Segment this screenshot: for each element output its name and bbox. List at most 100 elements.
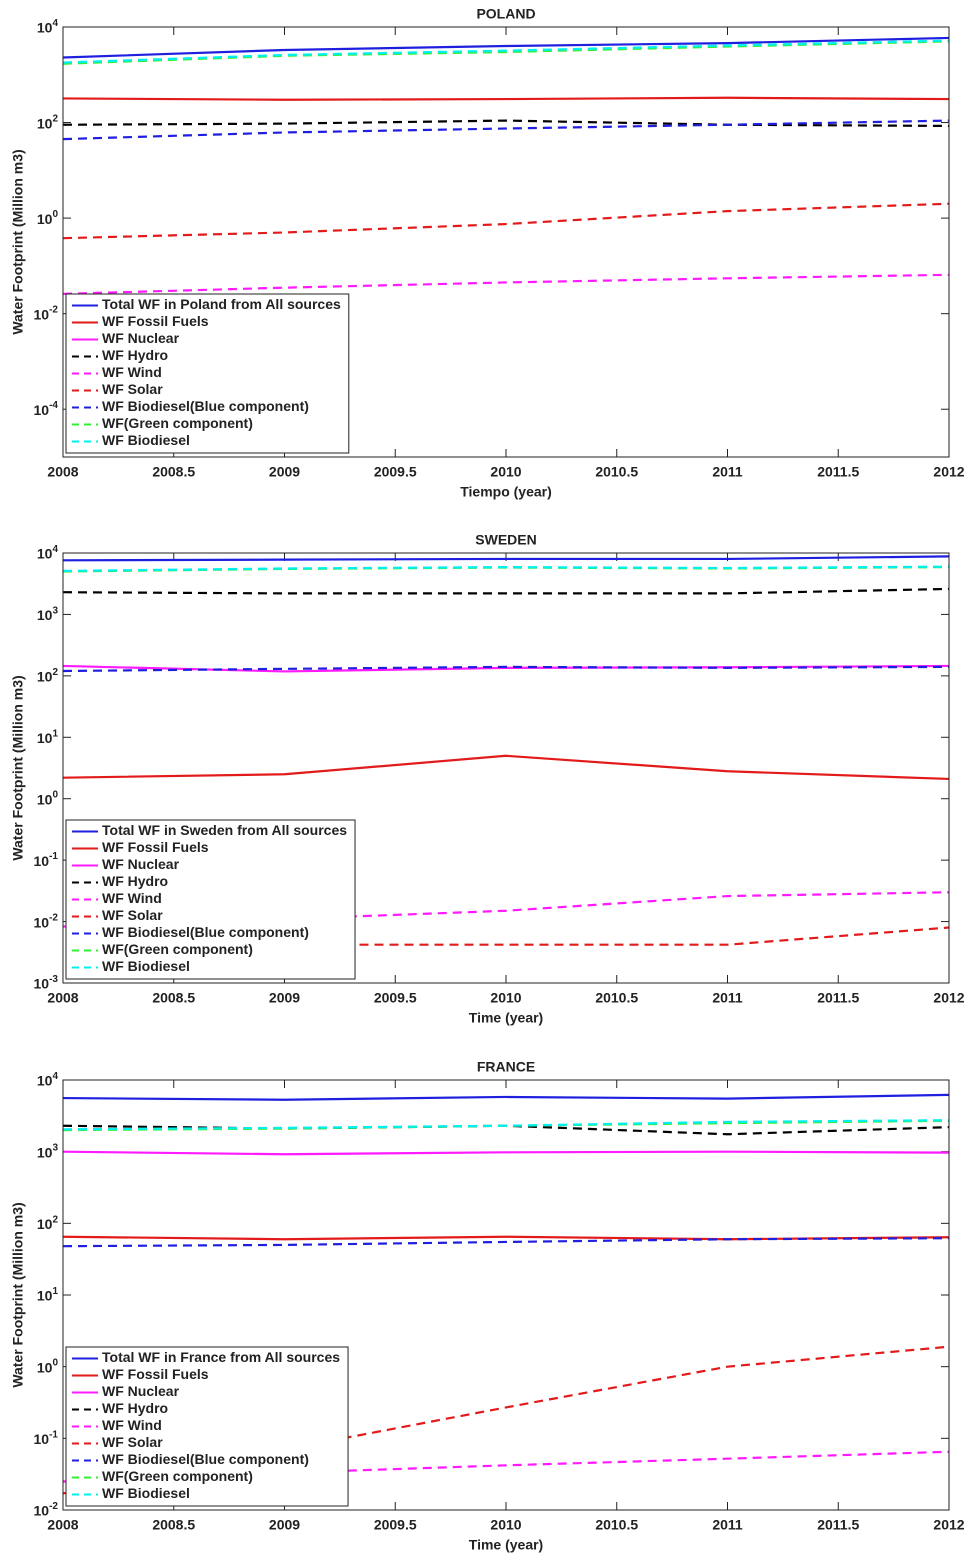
x-tick-label: 2010.5 <box>595 990 638 1006</box>
x-tick-label: 2008.5 <box>152 1517 195 1533</box>
legend-label: WF Biodiesel(Blue component) <box>102 1451 309 1467</box>
legend-label: Total WF in Sweden from All sources <box>102 822 347 838</box>
series-line <box>62 1150 950 1156</box>
legend-label: WF Nuclear <box>102 856 180 872</box>
legend-label: WF(Green component) <box>102 941 253 957</box>
series-line <box>62 1093 950 1101</box>
legend-label: WF Wind <box>102 890 162 906</box>
legend-label: WF(Green component) <box>102 415 253 431</box>
legend-label: Total WF in France from All sources <box>102 1349 340 1365</box>
x-tick-label: 2010 <box>490 464 521 480</box>
y-tick-label: 10-1 <box>34 1429 59 1447</box>
series-line <box>62 96 950 101</box>
series-line <box>62 119 950 128</box>
legend-label: WF(Green component) <box>102 1468 253 1484</box>
x-tick-label: 2008 <box>47 1517 78 1533</box>
y-tick-label: 104 <box>37 544 59 562</box>
series-line <box>62 1119 950 1131</box>
x-axis-label: Time (year) <box>469 1010 543 1026</box>
legend-label: WF Hydro <box>102 347 168 363</box>
y-tick-label: 104 <box>37 18 59 36</box>
y-tick-label: 10-2 <box>34 304 59 322</box>
x-tick-label: 2009.5 <box>374 464 417 480</box>
series-line <box>62 555 950 562</box>
y-tick-label: 102 <box>37 113 59 131</box>
y-tick-label: 102 <box>37 666 59 684</box>
y-axis-label: Water Footprint (Million m3) <box>10 675 26 860</box>
x-tick-label: 2011.5 <box>817 990 859 1006</box>
series-line <box>62 587 950 595</box>
legend-label: WF Fossil Fuels <box>102 313 209 329</box>
x-tick-label: 2009.5 <box>374 1517 417 1533</box>
x-tick-label: 2012 <box>933 990 964 1006</box>
series-line <box>62 891 950 928</box>
legend-label: WF Wind <box>102 364 162 380</box>
x-tick-label: 2009.5 <box>374 990 417 1006</box>
legend-label: WF Biodiesel(Blue component) <box>102 398 309 414</box>
x-tick-label: 2011 <box>712 464 743 480</box>
series-line <box>62 1450 950 1483</box>
series-line <box>284 926 950 946</box>
y-tick-label: 100 <box>37 209 59 227</box>
legend-label: WF Fossil Fuels <box>102 1366 209 1382</box>
x-tick-label: 2011 <box>712 1517 743 1533</box>
plot-frame <box>62 26 950 458</box>
chart-title: FRANCE <box>477 1059 535 1075</box>
legend-label: WF Solar <box>102 381 163 397</box>
series-line <box>62 665 950 673</box>
legend-label: WF Nuclear <box>102 330 180 346</box>
y-tick-label: 10-1 <box>34 851 59 869</box>
legend-label: Total WF in Poland from All sources <box>102 296 341 312</box>
legend-label: WF Hydro <box>102 1400 168 1416</box>
y-axis-label: Water Footprint (Million m3) <box>10 1202 26 1387</box>
legend-label: WF Wind <box>102 1417 162 1433</box>
legend-label: WF Biodiesel <box>102 958 190 974</box>
x-tick-label: 2008 <box>47 990 78 1006</box>
series-line <box>62 754 950 781</box>
x-tick-label: 2008.5 <box>152 990 195 1006</box>
y-tick-label: 103 <box>37 1142 59 1160</box>
x-tick-label: 2009 <box>269 464 300 480</box>
legend-label: WF Solar <box>102 1434 163 1450</box>
series-line <box>62 202 950 240</box>
x-tick-label: 2010 <box>490 990 521 1006</box>
legend-box <box>65 1346 349 1507</box>
y-axis-label: Water Footprint (Million m3) <box>10 149 26 334</box>
x-tick-label: 2010.5 <box>595 464 638 480</box>
x-tick-label: 2009 <box>269 1517 300 1533</box>
chart-title: POLAND <box>476 6 535 22</box>
y-tick-label: 103 <box>37 605 59 623</box>
y-tick-label: 101 <box>37 1286 59 1304</box>
y-tick-label: 100 <box>37 789 59 807</box>
x-axis-label: Time (year) <box>469 1537 543 1553</box>
series-line <box>62 273 950 295</box>
legend-box <box>65 293 350 454</box>
series-line <box>62 119 950 141</box>
y-tick-label: 102 <box>37 1214 59 1232</box>
legend-label: WF Nuclear <box>102 1383 180 1399</box>
legend-label: WF Biodiesel(Blue component) <box>102 924 309 940</box>
legend-label: WF Biodiesel <box>102 432 190 448</box>
legend-box <box>65 819 356 980</box>
series-line <box>62 36 950 59</box>
y-tick-label: 101 <box>37 728 59 746</box>
x-tick-label: 2010 <box>490 1517 521 1533</box>
legend-label: WF Fossil Fuels <box>102 839 209 855</box>
x-tick-label: 2012 <box>933 464 964 480</box>
plot-frame <box>62 1079 950 1511</box>
x-tick-label: 2010.5 <box>595 1517 638 1533</box>
x-tick-label: 2008 <box>47 464 78 480</box>
y-tick-label: 104 <box>37 1071 59 1089</box>
legend-label: WF Solar <box>102 907 163 923</box>
legend-label: WF Biodiesel <box>102 1485 190 1501</box>
y-tick-label: 100 <box>37 1357 59 1375</box>
x-tick-label: 2011.5 <box>817 464 859 480</box>
x-tick-label: 2011.5 <box>817 1517 859 1533</box>
series-line <box>62 1237 950 1248</box>
y-tick-label: 10-4 <box>34 400 59 418</box>
plot-frame <box>62 552 950 984</box>
series-line <box>62 39 950 64</box>
legend-label: WF Hydro <box>102 873 168 889</box>
